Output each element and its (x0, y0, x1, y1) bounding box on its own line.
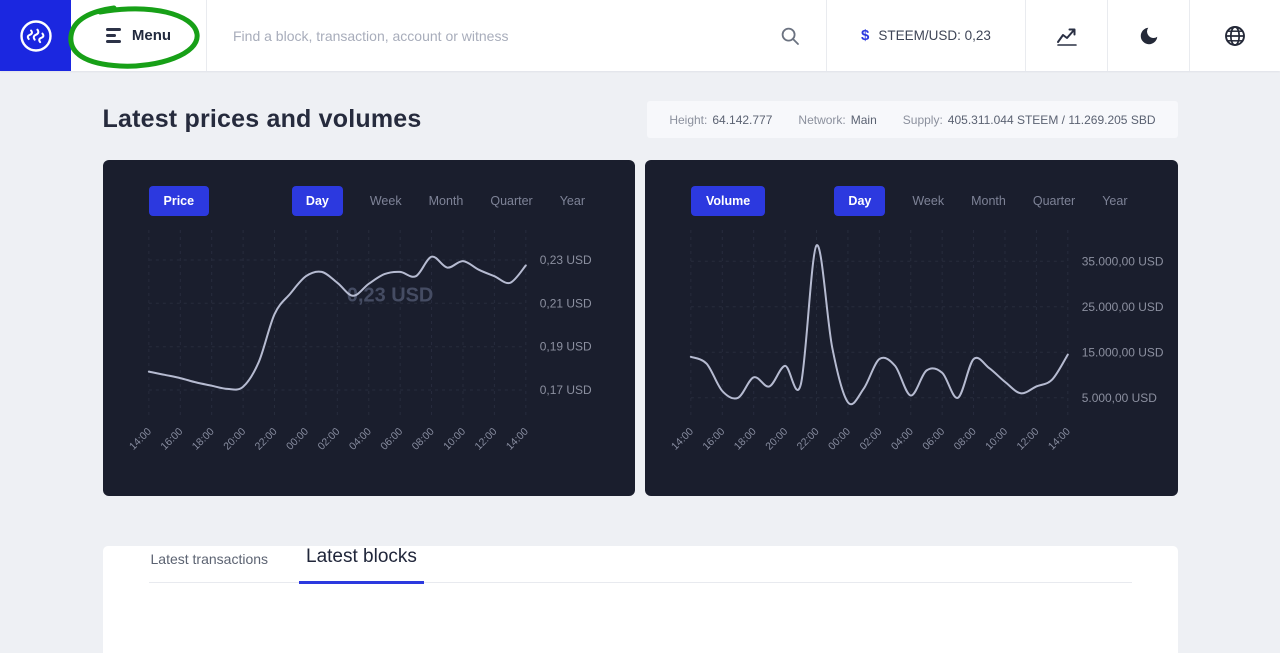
price-range-year[interactable]: Year (559, 194, 585, 208)
volume-range-year[interactable]: Year (1102, 194, 1128, 208)
svg-text:0,17 USD: 0,17 USD (539, 383, 591, 397)
svg-text:14:00: 14:00 (504, 426, 530, 452)
svg-text:08:00: 08:00 (952, 426, 978, 452)
volume-range-day[interactable]: Day (834, 186, 886, 216)
header-divider (826, 0, 827, 71)
svg-text:0,23 USD: 0,23 USD (539, 253, 591, 267)
hamburger-icon (105, 28, 121, 43)
language-globe-button[interactable] (1190, 0, 1280, 71)
trend-chart-icon (1056, 28, 1077, 46)
svg-text:15.000,00 USD: 15.000,00 USD (1082, 345, 1164, 359)
header-divider (1025, 0, 1026, 71)
stat-supply: Supply: 405.311.044 STEEM / 11.269.205 S… (903, 113, 1156, 127)
moon-icon (1140, 27, 1157, 44)
svg-text:10:00: 10:00 (984, 426, 1010, 452)
stat-label: Supply: (902, 112, 943, 127)
header: Menu $ STEEM/USD: 0,23 (0, 0, 1280, 71)
latest-panel-tabs: Latest transactions Latest blocks (148, 546, 1132, 584)
volume-range-quarter[interactable]: Quarter (1032, 194, 1076, 208)
svg-text:0,19 USD: 0,19 USD (539, 340, 591, 354)
svg-text:00:00: 00:00 (827, 426, 853, 452)
price-range-quarter[interactable]: Quarter (490, 194, 533, 208)
volume-range-tabs: Day Week Month Quarter Year (834, 186, 1128, 216)
svg-text:06:00: 06:00 (379, 426, 405, 452)
header-divider (1107, 0, 1108, 71)
svg-text:22:00: 22:00 (795, 426, 821, 452)
stat-value: 405.311.044 STEEM / 11.269.205 SBD (947, 112, 1156, 127)
dark-mode-toggle[interactable] (1108, 0, 1189, 71)
header-divider (206, 0, 207, 71)
price-range-tabs: Day Week Month Quarter Year (291, 186, 585, 216)
svg-text:06:00: 06:00 (921, 426, 947, 452)
search-input[interactable] (233, 27, 766, 44)
ticker-value: STEEM/USD: 0,23 (878, 28, 991, 43)
volume-range-month[interactable]: Month (971, 194, 1006, 208)
price-ticker[interactable]: $ STEEM/USD: 0,23 (827, 0, 1025, 71)
svg-text:02:00: 02:00 (316, 426, 342, 452)
svg-text:04:00: 04:00 (347, 426, 373, 452)
globe-icon (1225, 25, 1245, 46)
latest-panel: Latest transactions Latest blocks (102, 546, 1178, 653)
steem-logo-icon (19, 19, 52, 52)
price-chart-card: Price Day Week Month Quarter Year 0,23 U… (102, 160, 635, 496)
main-content: Latest prices and volumes Height: 64.142… (102, 101, 1178, 653)
volume-line-chart: 35.000,00 USD 25.000,00 USD 15.000,00 USD 5… (670, 230, 1164, 453)
svg-text:10:00: 10:00 (441, 426, 467, 452)
svg-text:16:00: 16:00 (159, 426, 185, 452)
svg-text:20:00: 20:00 (764, 426, 790, 452)
dollar-icon: $ (861, 27, 870, 44)
menu-label: Menu (131, 27, 172, 44)
tab-latest-transactions[interactable]: Latest transactions (149, 551, 271, 582)
svg-text:04:00: 04:00 (890, 426, 916, 452)
search-icon[interactable] (780, 26, 800, 46)
page-title: Latest prices and volumes (102, 105, 422, 133)
volume-range-week[interactable]: Week (912, 194, 945, 208)
search-bar (207, 0, 826, 71)
price-range-month[interactable]: Month (428, 194, 464, 208)
menu-button[interactable]: Menu (71, 0, 206, 71)
network-stats-bar: Height: 64.142.777 Network: Main Supply:… (647, 101, 1178, 138)
svg-text:14:00: 14:00 (127, 426, 153, 452)
header-divider (1189, 0, 1190, 71)
stats-chart-button[interactable] (1026, 0, 1107, 71)
svg-text:0,21 USD: 0,21 USD (539, 296, 591, 310)
svg-text:14:00: 14:00 (1047, 426, 1073, 452)
price-range-day[interactable]: Day (291, 186, 343, 216)
tab-latest-blocks[interactable]: Latest blocks (299, 546, 424, 584)
svg-text:14:00: 14:00 (670, 426, 696, 452)
stat-value: Main (850, 112, 877, 127)
svg-text:02:00: 02:00 (858, 426, 884, 452)
svg-text:16:00: 16:00 (701, 426, 727, 452)
volume-metric-button[interactable]: Volume (691, 186, 766, 216)
svg-text:35.000,00 USD: 35.000,00 USD (1082, 254, 1164, 268)
stat-label: Height: (669, 112, 708, 127)
stat-value: 64.142.777 (712, 112, 773, 127)
svg-text:0,23 USD: 0,23 USD (346, 284, 432, 306)
stat-network: Network: Main (798, 113, 876, 127)
svg-text:5.000,00 USD: 5.000,00 USD (1082, 391, 1157, 405)
price-metric-button[interactable]: Price (148, 186, 210, 216)
svg-text:18:00: 18:00 (733, 426, 759, 452)
volume-chart-card: Volume Day Week Month Quarter Year 35.00… (645, 160, 1178, 496)
svg-text:12:00: 12:00 (473, 426, 499, 452)
svg-text:08:00: 08:00 (410, 426, 436, 452)
price-range-week[interactable]: Week (369, 194, 402, 208)
svg-text:22:00: 22:00 (253, 426, 279, 452)
steem-logo[interactable] (0, 0, 71, 71)
svg-text:12:00: 12:00 (1015, 426, 1041, 452)
svg-text:18:00: 18:00 (190, 426, 216, 452)
stat-label: Network: (798, 112, 846, 127)
svg-text:20:00: 20:00 (221, 426, 247, 452)
svg-text:00:00: 00:00 (284, 426, 310, 452)
svg-text:25.000,00 USD: 25.000,00 USD (1082, 300, 1164, 314)
stat-height: Height: 64.142.777 (669, 113, 772, 127)
